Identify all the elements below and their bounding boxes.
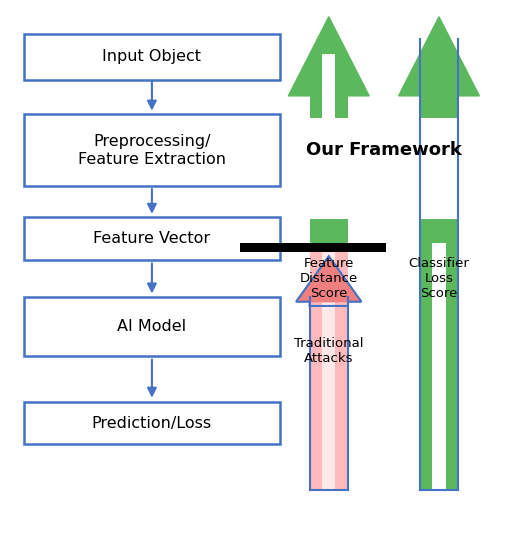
Text: Traditional
Attacks: Traditional Attacks bbox=[294, 338, 363, 366]
Text: Classifier
Loss
Score: Classifier Loss Score bbox=[409, 257, 469, 300]
Polygon shape bbox=[288, 17, 369, 96]
Text: Feature Vector: Feature Vector bbox=[94, 231, 210, 246]
Bar bbox=[309, 219, 348, 243]
Bar bbox=[241, 243, 387, 252]
Text: Prediction/Loss: Prediction/Loss bbox=[92, 415, 212, 430]
Bar bbox=[322, 54, 336, 219]
Bar bbox=[420, 51, 458, 490]
Bar bbox=[420, 96, 458, 118]
Bar bbox=[309, 118, 348, 219]
Bar bbox=[24, 34, 280, 79]
Bar bbox=[420, 118, 458, 219]
Text: AI Model: AI Model bbox=[117, 319, 187, 334]
Bar bbox=[24, 217, 280, 260]
Bar bbox=[309, 252, 348, 490]
Text: Feature
Distance
Score: Feature Distance Score bbox=[300, 257, 358, 300]
Bar bbox=[322, 252, 336, 490]
Polygon shape bbox=[296, 256, 361, 302]
Bar bbox=[24, 401, 280, 444]
Text: Input Object: Input Object bbox=[102, 49, 201, 64]
Bar bbox=[420, 219, 458, 243]
Bar bbox=[24, 114, 280, 187]
Bar bbox=[432, 17, 446, 490]
Text: Our Framework: Our Framework bbox=[306, 142, 462, 159]
Bar bbox=[309, 297, 329, 490]
Polygon shape bbox=[399, 17, 480, 96]
Bar bbox=[24, 297, 280, 356]
Text: Preprocessing/
Feature Extraction: Preprocessing/ Feature Extraction bbox=[78, 134, 226, 167]
Bar bbox=[309, 96, 348, 118]
